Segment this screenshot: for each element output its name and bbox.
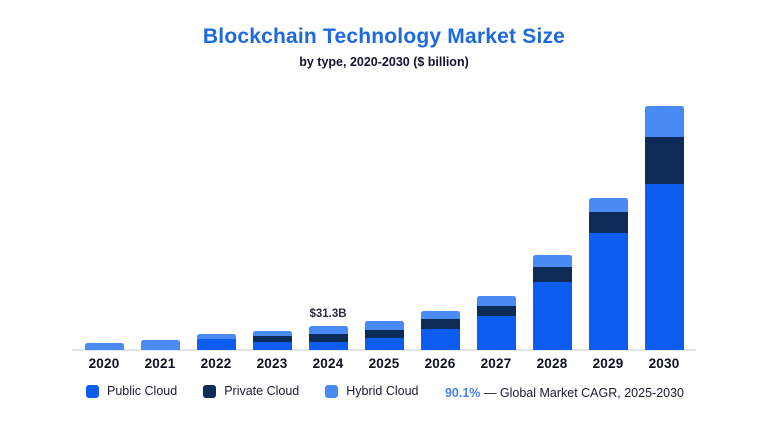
bar-2021 — [140, 339, 180, 350]
legend-item-public-cloud: Public Cloud — [86, 384, 177, 398]
bar-2022 — [196, 333, 236, 350]
bar-2020-hybrid-cloud-segment — [84, 342, 124, 350]
x-tick-2020: 2020 — [88, 356, 120, 371]
x-tick-2028: 2028 — [536, 356, 568, 371]
x-tick-2025: 2025 — [368, 356, 400, 371]
x-tick-2021: 2021 — [144, 356, 176, 371]
legend-label: Private Cloud — [224, 384, 300, 398]
bar-2026-public-cloud-segment — [420, 329, 460, 350]
bar-2023-private-cloud-segment — [252, 335, 292, 342]
bar-2029-hybrid-cloud-segment — [588, 198, 628, 212]
bar-2027-private-cloud-segment — [476, 305, 516, 316]
bar-2028-hybrid-cloud-segment — [532, 255, 572, 267]
legend-label: Hybrid Cloud — [346, 384, 419, 398]
bar-2028-public-cloud-segment — [532, 282, 572, 350]
bar-2025-hybrid-cloud-segment — [364, 320, 404, 330]
bar-2022-hybrid-cloud-segment — [196, 333, 236, 339]
bar-2024-public-cloud-segment — [308, 341, 348, 350]
x-tick-2026: 2026 — [424, 356, 456, 371]
bar-2026 — [420, 311, 460, 350]
bar-2023-hybrid-cloud-segment — [252, 330, 292, 336]
bar-2027 — [476, 296, 516, 350]
x-tick-2024: 2024 — [312, 356, 344, 371]
x-tick-2030: 2030 — [648, 356, 680, 371]
bar-2029-private-cloud-segment — [588, 211, 628, 233]
legend-item-hybrid-cloud: Hybrid Cloud — [325, 384, 419, 398]
cagr-text: — Global Market CAGR, 2025-2030 — [483, 386, 684, 400]
bar-2029 — [588, 198, 628, 350]
bar-2020 — [84, 342, 124, 350]
x-tick-2029: 2029 — [592, 356, 624, 371]
legend: Public Cloud Private Cloud Hybrid Cloud — [86, 384, 419, 398]
bar-2023-public-cloud-segment — [252, 342, 292, 350]
bar-2027-public-cloud-segment — [476, 315, 516, 350]
bar-2028 — [532, 255, 572, 350]
bar-2026-hybrid-cloud-segment — [420, 311, 460, 319]
cagr-stat: 90.1% — Global Market CAGR, 2025-2030 — [445, 386, 684, 400]
bar-2021-hybrid-cloud-segment — [140, 339, 180, 350]
private-cloud-swatch — [203, 384, 217, 398]
bar-2024-private-cloud-segment — [308, 334, 348, 342]
bar-2030-private-cloud-segment — [644, 137, 684, 184]
bar-2030-hybrid-cloud-segment — [644, 106, 684, 137]
public-cloud-swatch — [86, 384, 99, 398]
bar-2026-private-cloud-segment — [420, 319, 460, 329]
bar-2029-public-cloud-segment — [588, 233, 628, 350]
x-tick-2023: 2023 — [256, 356, 288, 371]
legend-item-private-cloud: Private Cloud — [203, 384, 299, 398]
bar-2023 — [252, 330, 292, 350]
bar-2025 — [364, 320, 404, 350]
x-tick-2022: 2022 — [200, 356, 232, 371]
cagr-value: 90.1% — [444, 386, 481, 400]
bar-2030 — [644, 106, 684, 350]
bar-2024 — [308, 325, 348, 350]
bar-2027-hybrid-cloud-segment — [476, 296, 516, 306]
page-subtitle: by type, 2020-2030 ($ billion) — [299, 55, 469, 69]
x-tick-2027: 2027 — [480, 356, 512, 371]
value-label-2024: $31.3B — [309, 307, 347, 320]
page-title: Blockchain Technology Market Size — [202, 25, 566, 48]
bar-2025-private-cloud-segment — [364, 329, 404, 338]
bar-2025-public-cloud-segment — [364, 337, 404, 350]
bar-2030-public-cloud-segment — [644, 184, 684, 350]
legend-label: Public Cloud — [107, 384, 178, 398]
bar-2022-public-cloud-segment — [196, 339, 236, 350]
hybrid-cloud-swatch — [325, 384, 339, 398]
bar-2028-private-cloud-segment — [532, 267, 572, 282]
bar-2024-hybrid-cloud-segment — [308, 325, 348, 334]
